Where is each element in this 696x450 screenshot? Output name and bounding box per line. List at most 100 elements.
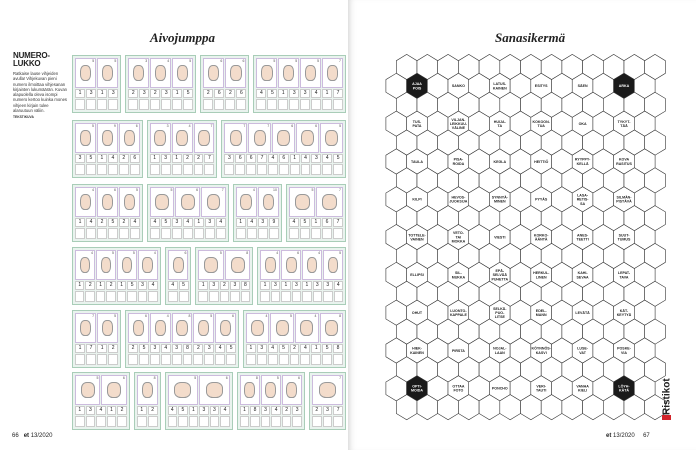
answer-cell[interactable] xyxy=(127,291,137,302)
answer-cell[interactable] xyxy=(323,291,333,302)
answer-cell[interactable] xyxy=(136,416,147,427)
answer-cell[interactable] xyxy=(278,354,289,365)
answer-cell[interactable] xyxy=(333,99,343,110)
answer-cell[interactable] xyxy=(149,164,160,175)
answer-cell[interactable] xyxy=(267,99,278,110)
answer-cell[interactable] xyxy=(149,228,160,239)
answer-cell[interactable] xyxy=(240,291,251,302)
answer-cell[interactable] xyxy=(139,99,150,110)
answer-cell[interactable] xyxy=(322,354,333,365)
answer-cell[interactable] xyxy=(300,354,311,365)
answer-cell[interactable] xyxy=(193,164,204,175)
answer-cell[interactable] xyxy=(209,416,220,427)
answer-cell[interactable] xyxy=(257,228,268,239)
answer-cell[interactable] xyxy=(75,164,85,175)
answer-cell[interactable] xyxy=(86,354,97,365)
answer-cell[interactable] xyxy=(107,228,118,239)
answer-cell[interactable] xyxy=(172,99,183,110)
answer-cell[interactable] xyxy=(108,354,119,365)
answer-cell[interactable] xyxy=(182,164,193,175)
answer-cell[interactable] xyxy=(256,354,267,365)
answer-cell[interactable] xyxy=(299,228,310,239)
answer-cell[interactable] xyxy=(85,228,96,239)
answer-cell[interactable] xyxy=(333,354,343,365)
answer-cell[interactable] xyxy=(268,228,279,239)
answer-cell[interactable] xyxy=(137,291,148,302)
answer-cell[interactable] xyxy=(128,99,139,110)
answer-cell[interactable] xyxy=(333,164,344,175)
answer-cell[interactable] xyxy=(209,291,219,302)
answer-cell[interactable] xyxy=(182,228,193,239)
answer-cell[interactable] xyxy=(171,228,182,239)
answer-cell[interactable] xyxy=(160,354,171,365)
answer-cell[interactable] xyxy=(75,228,85,239)
answer-hex[interactable] xyxy=(644,394,666,421)
answer-cell[interactable] xyxy=(116,291,127,302)
answer-cell[interactable] xyxy=(193,354,204,365)
answer-cell[interactable] xyxy=(278,99,289,110)
answer-cell[interactable] xyxy=(288,228,299,239)
answer-cell[interactable] xyxy=(312,291,323,302)
answer-cell[interactable] xyxy=(322,416,333,427)
answer-cell[interactable] xyxy=(161,99,172,110)
answer-cell[interactable] xyxy=(85,416,96,427)
answer-cell[interactable] xyxy=(96,228,107,239)
answer-cell[interactable] xyxy=(149,354,160,365)
answer-cell[interactable] xyxy=(178,291,189,302)
answer-cell[interactable] xyxy=(96,164,107,175)
answer-cell[interactable] xyxy=(333,291,343,302)
answer-cell[interactable] xyxy=(246,164,257,175)
answer-cell[interactable] xyxy=(75,99,86,110)
answer-cell[interactable] xyxy=(300,99,311,110)
answer-cell[interactable] xyxy=(117,416,127,427)
answer-cell[interactable] xyxy=(278,164,289,175)
answer-cell[interactable] xyxy=(289,164,300,175)
answer-cell[interactable] xyxy=(333,416,344,427)
answer-cell[interactable] xyxy=(281,416,292,427)
answer-cell[interactable] xyxy=(85,164,96,175)
answer-cell[interactable] xyxy=(203,99,214,110)
answer-cell[interactable] xyxy=(118,228,129,239)
answer-cell[interactable] xyxy=(95,291,106,302)
answer-cell[interactable] xyxy=(214,99,225,110)
answer-cell[interactable] xyxy=(321,228,332,239)
answer-cell[interactable] xyxy=(230,291,240,302)
answer-cell[interactable] xyxy=(260,291,270,302)
answer-cell[interactable] xyxy=(96,416,106,427)
answer-cell[interactable] xyxy=(226,354,237,365)
answer-cell[interactable] xyxy=(75,416,85,427)
answer-cell[interactable] xyxy=(193,228,204,239)
answer-cell[interactable] xyxy=(75,354,86,365)
answer-cell[interactable] xyxy=(107,164,118,175)
answer-cell[interactable] xyxy=(271,416,281,427)
answer-cell[interactable] xyxy=(128,354,139,365)
answer-cell[interactable] xyxy=(160,164,171,175)
answer-cell[interactable] xyxy=(75,291,85,302)
answer-cell[interactable] xyxy=(310,228,321,239)
answer-cell[interactable] xyxy=(204,164,215,175)
answer-cell[interactable] xyxy=(183,99,194,110)
answer-cell[interactable] xyxy=(250,416,260,427)
answer-cell[interactable] xyxy=(182,354,193,365)
answer-cell[interactable] xyxy=(204,228,215,239)
answer-cell[interactable] xyxy=(171,164,182,175)
answer-cell[interactable] xyxy=(97,354,108,365)
answer-cell[interactable] xyxy=(215,228,226,239)
answer-cell[interactable] xyxy=(188,416,199,427)
answer-cell[interactable] xyxy=(167,416,178,427)
answer-cell[interactable] xyxy=(311,164,322,175)
answer-cell[interactable] xyxy=(147,416,158,427)
answer-cell[interactable] xyxy=(171,354,182,365)
answer-cell[interactable] xyxy=(106,416,117,427)
answer-cell[interactable] xyxy=(225,99,236,110)
answer-cell[interactable] xyxy=(220,416,230,427)
answer-cell[interactable] xyxy=(311,354,322,365)
answer-cell[interactable] xyxy=(118,164,129,175)
answer-cell[interactable] xyxy=(160,228,171,239)
answer-cell[interactable] xyxy=(204,354,215,365)
answer-cell[interactable] xyxy=(256,99,267,110)
answer-cell[interactable] xyxy=(311,416,322,427)
answer-cell[interactable] xyxy=(215,354,226,365)
answer-cell[interactable] xyxy=(270,291,281,302)
answer-cell[interactable] xyxy=(332,228,343,239)
